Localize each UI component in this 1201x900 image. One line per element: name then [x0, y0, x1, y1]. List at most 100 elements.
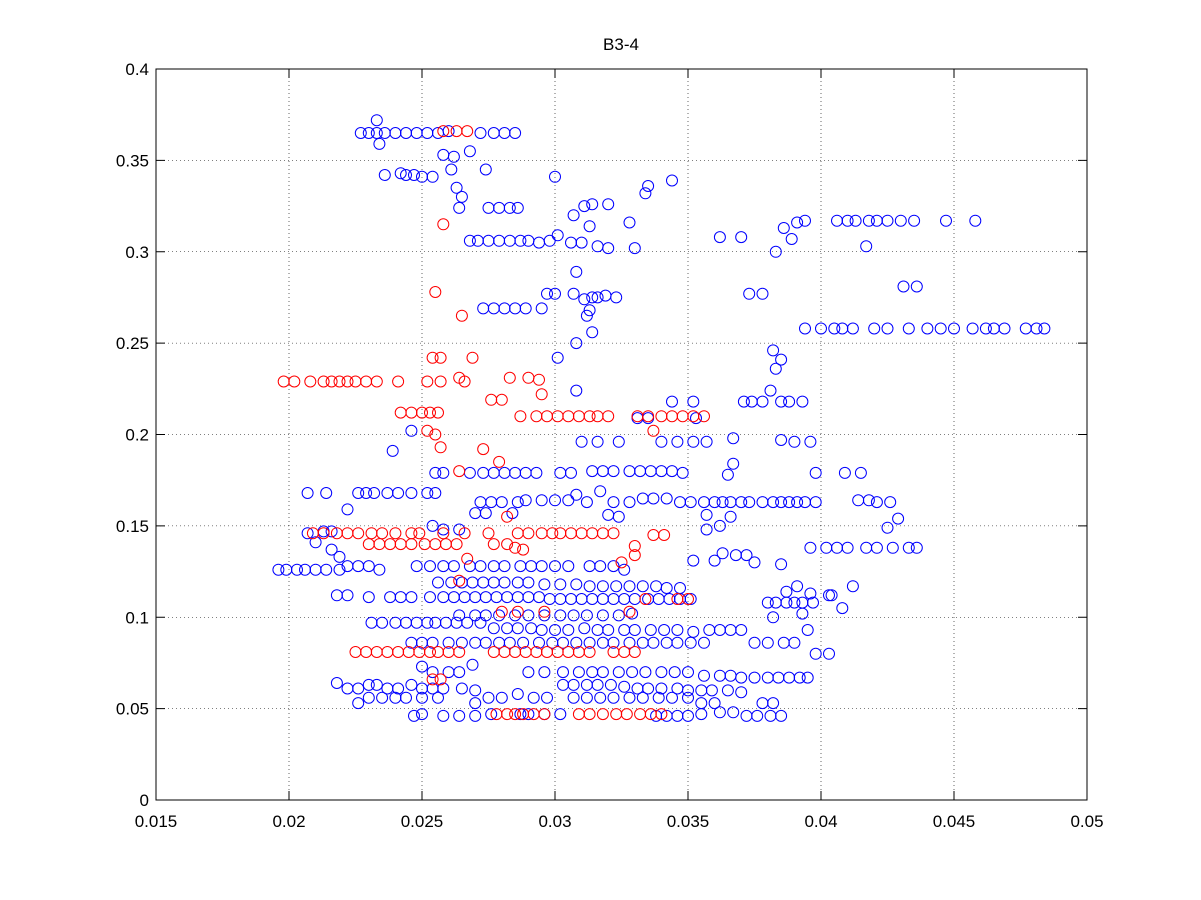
scatter-point	[541, 691, 553, 704]
scatter-point	[477, 443, 490, 456]
scatter-point	[934, 322, 947, 335]
scatter-point	[612, 435, 625, 448]
scatter-point	[426, 673, 439, 686]
scatter-point	[565, 466, 577, 479]
scatter-point	[727, 706, 740, 719]
scatter-point	[370, 375, 383, 388]
scatter-point	[437, 466, 450, 479]
y-tick-label: 0.1	[125, 608, 149, 627]
scatter-point	[623, 496, 636, 509]
data-points	[272, 114, 1051, 722]
scatter-point	[687, 435, 700, 448]
scatter-point	[783, 496, 796, 509]
scatter-point	[493, 609, 506, 622]
scatter-point	[352, 527, 365, 540]
scatter-point	[713, 706, 726, 719]
scatter-point	[671, 435, 684, 448]
scatter-point	[620, 708, 633, 721]
scatter-point	[623, 691, 636, 704]
scatter-point	[607, 691, 620, 704]
scatter-point	[535, 388, 548, 401]
scatter-point	[756, 395, 769, 408]
scatter-point	[767, 611, 780, 624]
scatter-point	[567, 691, 580, 704]
scatter-point	[538, 578, 551, 591]
scatter-point	[809, 647, 822, 660]
scatter-point	[735, 496, 748, 509]
scatter-point	[352, 487, 365, 499]
scatter-point	[767, 697, 780, 710]
y-tick-label: 0.15	[116, 517, 149, 536]
scatter-point	[666, 174, 678, 187]
scatter-point	[570, 488, 583, 501]
scatter-point	[639, 187, 652, 200]
scatter-point	[583, 646, 596, 658]
scatter-point	[698, 669, 710, 682]
scatter-point	[511, 605, 524, 618]
scatter-point	[501, 538, 514, 551]
scatter-point	[658, 624, 671, 636]
scatter-point	[362, 591, 375, 604]
scatter-point	[535, 302, 548, 315]
scatter-point	[671, 624, 684, 636]
scatter-point	[578, 622, 591, 635]
scatter-point	[780, 585, 793, 598]
scatter-point	[519, 494, 532, 507]
scatter-point	[743, 496, 756, 509]
x-tick-label: 0.015	[135, 812, 178, 831]
scatter-point	[549, 624, 561, 636]
scatter-point	[317, 527, 330, 540]
scatter-point	[455, 190, 468, 203]
scatter-point	[426, 666, 439, 679]
scatter-point	[461, 125, 474, 138]
scatter-point	[658, 529, 671, 541]
scatter-point	[429, 428, 442, 441]
scatter-point	[437, 709, 450, 722]
scatter-point	[902, 541, 915, 554]
scatter-point	[570, 636, 583, 649]
scatter-point	[509, 541, 522, 554]
scatter-point	[485, 708, 498, 721]
scatter-point	[610, 291, 623, 304]
scatter-point	[644, 624, 657, 636]
scatter-point	[846, 580, 859, 593]
scatter-point	[272, 563, 285, 576]
scatter-point	[1030, 322, 1043, 335]
scatter-point	[572, 666, 585, 679]
scatter-point	[623, 216, 636, 229]
scatter-point	[301, 487, 314, 499]
scatter-point	[562, 494, 575, 507]
scatter-point	[493, 455, 506, 468]
scatter-point	[623, 636, 636, 649]
scatter-point	[607, 560, 620, 573]
scatter-point	[392, 682, 405, 695]
scatter-point	[655, 435, 668, 448]
scatter-point	[687, 554, 700, 567]
scatter-point	[541, 287, 553, 300]
scatter-point	[655, 708, 668, 721]
scatter-point	[408, 709, 420, 722]
scatter-point	[628, 540, 641, 552]
scatter-point	[610, 580, 623, 593]
chart-title: B3-4	[603, 35, 639, 54]
scatter-point	[724, 510, 737, 523]
scatter-point	[769, 362, 782, 375]
scatter-point	[881, 322, 894, 335]
scatter-point	[378, 169, 391, 181]
scatter-point	[791, 216, 804, 229]
scatter-point	[570, 337, 583, 350]
scatter-point	[535, 560, 548, 573]
scatter-point	[815, 322, 827, 335]
scatter-point	[437, 218, 450, 231]
y-tick-label: 0.25	[116, 334, 149, 353]
scatter-point	[453, 574, 466, 587]
scatter-point	[527, 691, 540, 704]
scatter-point	[498, 560, 511, 573]
scatter-point	[522, 708, 535, 721]
scatter-point	[453, 201, 466, 214]
scatter-point	[511, 201, 524, 214]
scatter-point	[362, 691, 375, 704]
scatter-point	[389, 527, 402, 540]
scatter-point	[575, 435, 588, 448]
